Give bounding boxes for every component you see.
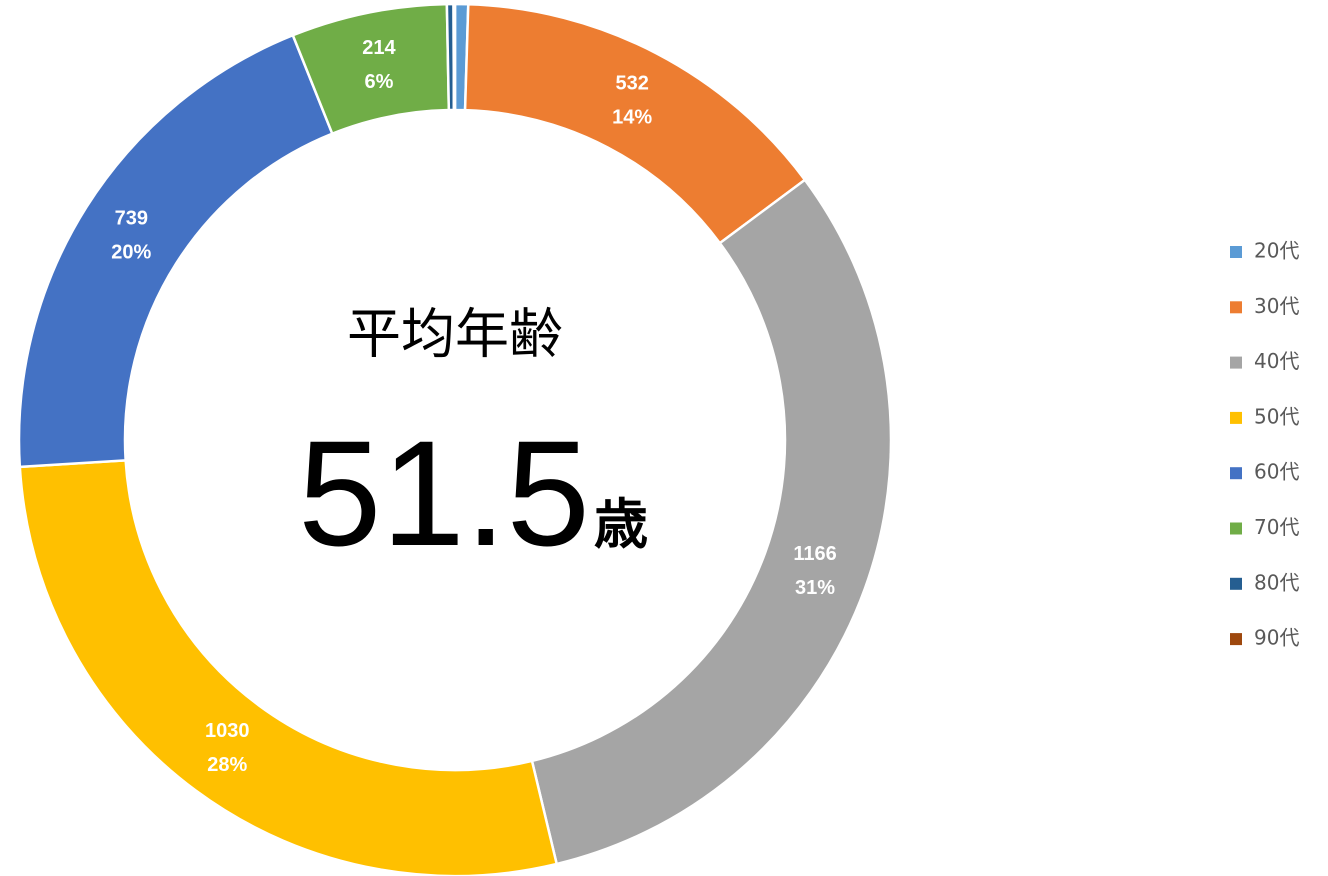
center-unit: 歳	[594, 493, 648, 556]
legend-label: 40代	[1254, 349, 1299, 373]
donut-slice	[17, 33, 334, 469]
data-label: 739	[115, 208, 148, 230]
data-label: 532	[616, 73, 649, 95]
legend-label: 80代	[1254, 570, 1299, 594]
legend-swatch	[1230, 633, 1242, 646]
data-label: 1030	[205, 720, 250, 742]
percent-label: 14%	[612, 107, 652, 129]
data-label: 214	[362, 37, 396, 59]
legend-label: 30代	[1254, 294, 1299, 318]
donut-slice	[452, 2, 457, 112]
legend-swatch	[1230, 522, 1242, 535]
percent-label: 6%	[365, 71, 394, 93]
percent-label: 20%	[111, 242, 151, 264]
legend-swatch	[1230, 411, 1242, 424]
legend-swatch	[1230, 467, 1242, 480]
legend-label: 50代	[1254, 404, 1299, 428]
legend-swatch	[1230, 577, 1242, 590]
legend-swatch	[1230, 301, 1242, 314]
legend-label: 60代	[1254, 460, 1299, 484]
center-label: 平均年齢	[347, 303, 563, 366]
legend-swatch	[1230, 356, 1242, 369]
donut-slice	[530, 178, 893, 866]
legend-swatch	[1230, 246, 1242, 258]
legend-label: 90代	[1254, 626, 1299, 650]
center-value: 51.5	[298, 409, 590, 577]
legend-label: 70代	[1254, 515, 1299, 539]
percent-label: 28%	[207, 754, 247, 776]
percent-label: 31%	[795, 577, 835, 599]
donut-slice	[18, 459, 559, 876]
data-label: 1166	[793, 543, 836, 565]
legend-label: 20代	[1254, 239, 1299, 263]
